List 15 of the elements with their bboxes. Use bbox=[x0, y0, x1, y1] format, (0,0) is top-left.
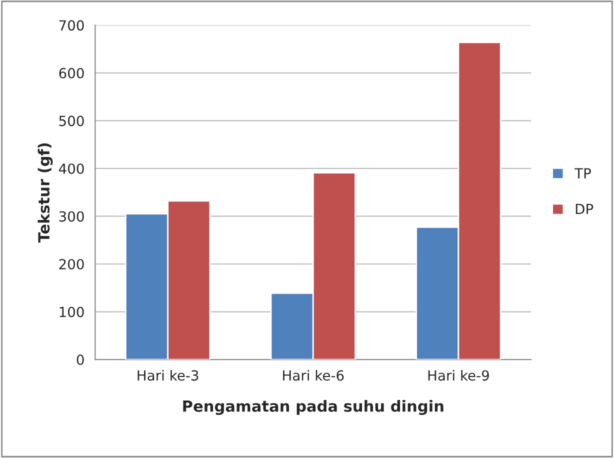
y-tick-label: 100 bbox=[60, 306, 84, 318]
x-axis-title: Pengamatan pada suhu dingin bbox=[183, 400, 444, 415]
y-axis-title: Tekstur (gf) bbox=[38, 143, 53, 243]
x-tick-label: Hari ke-6 bbox=[283, 370, 344, 381]
x-tick-label: Hari ke-3 bbox=[138, 370, 198, 381]
legend-label: TP bbox=[574, 168, 591, 178]
x-tick-label: Hari ke-9 bbox=[428, 370, 489, 381]
y-tick-label: 700 bbox=[59, 20, 84, 31]
y-tick-label: 400 bbox=[58, 163, 84, 174]
y-tick-label: 200 bbox=[59, 258, 84, 270]
y-tick-label: 300 bbox=[59, 211, 84, 222]
y-tick-label: 0 bbox=[76, 354, 84, 366]
y-tick-label: 600 bbox=[59, 68, 84, 78]
y-tick-label: 500 bbox=[59, 116, 84, 126]
legend-label: DP bbox=[576, 204, 594, 214]
